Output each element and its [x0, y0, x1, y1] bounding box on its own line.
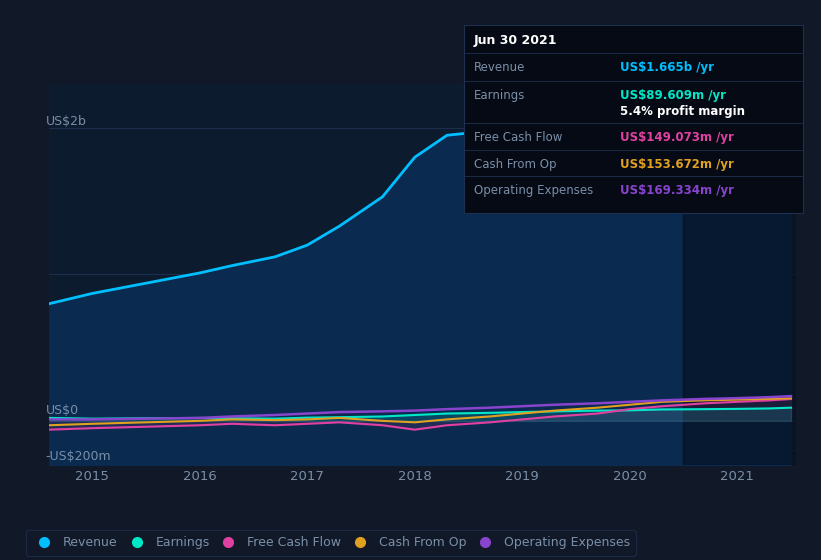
- Text: US$153.672m /yr: US$153.672m /yr: [620, 157, 734, 171]
- Text: US$1.665b /yr: US$1.665b /yr: [620, 60, 713, 74]
- Text: US$169.334m /yr: US$169.334m /yr: [620, 184, 734, 198]
- Legend: Revenue, Earnings, Free Cash Flow, Cash From Op, Operating Expenses: Revenue, Earnings, Free Cash Flow, Cash …: [25, 530, 636, 556]
- Bar: [684, 84, 807, 465]
- Text: Free Cash Flow: Free Cash Flow: [474, 130, 562, 144]
- Text: US$2b: US$2b: [45, 115, 86, 128]
- Text: US$89.609m /yr: US$89.609m /yr: [620, 88, 726, 102]
- Text: Operating Expenses: Operating Expenses: [474, 184, 593, 198]
- Text: Revenue: Revenue: [474, 60, 525, 74]
- Text: Cash From Op: Cash From Op: [474, 157, 556, 171]
- Text: Jun 30 2021: Jun 30 2021: [474, 34, 557, 48]
- Text: Earnings: Earnings: [474, 88, 525, 102]
- Text: US$149.073m /yr: US$149.073m /yr: [620, 130, 734, 144]
- Text: -US$200m: -US$200m: [45, 450, 111, 463]
- Text: 5.4% profit margin: 5.4% profit margin: [620, 105, 745, 119]
- Text: US$0: US$0: [45, 404, 79, 417]
